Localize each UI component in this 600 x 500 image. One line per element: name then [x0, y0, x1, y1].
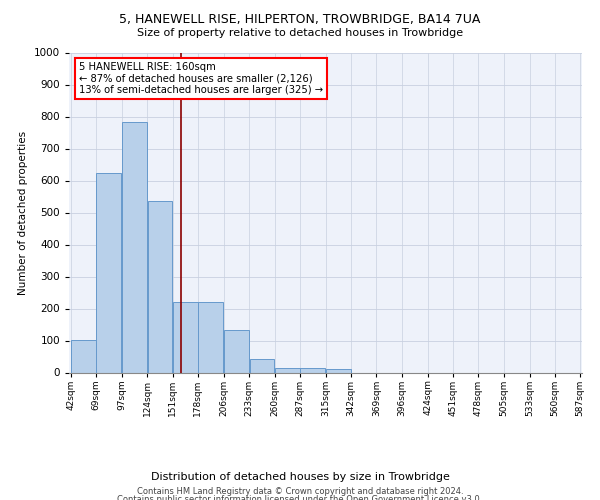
Text: Contains HM Land Registry data © Crown copyright and database right 2024.: Contains HM Land Registry data © Crown c… [137, 488, 463, 496]
Bar [198, 302, 223, 372]
Text: Contains public sector information licensed under the Open Government Licence v3: Contains public sector information licen… [118, 495, 482, 500]
Bar [224, 330, 249, 372]
Text: 5 HANEWELL RISE: 160sqm
← 87% of detached houses are smaller (2,126)
13% of semi: 5 HANEWELL RISE: 160sqm ← 87% of detache… [79, 62, 323, 96]
Bar [275, 368, 299, 372]
Text: Distribution of detached houses by size in Trowbridge: Distribution of detached houses by size … [151, 472, 449, 482]
Bar [97, 172, 121, 372]
Y-axis label: Number of detached properties: Number of detached properties [18, 130, 28, 294]
Bar [326, 368, 351, 372]
Text: 5, HANEWELL RISE, HILPERTON, TROWBRIDGE, BA14 7UA: 5, HANEWELL RISE, HILPERTON, TROWBRIDGE,… [119, 12, 481, 26]
Bar [122, 122, 147, 372]
Bar [250, 359, 274, 372]
Bar [173, 302, 198, 372]
Bar [148, 202, 172, 372]
Bar [71, 340, 96, 372]
Bar [300, 368, 325, 372]
Text: Size of property relative to detached houses in Trowbridge: Size of property relative to detached ho… [137, 28, 463, 38]
